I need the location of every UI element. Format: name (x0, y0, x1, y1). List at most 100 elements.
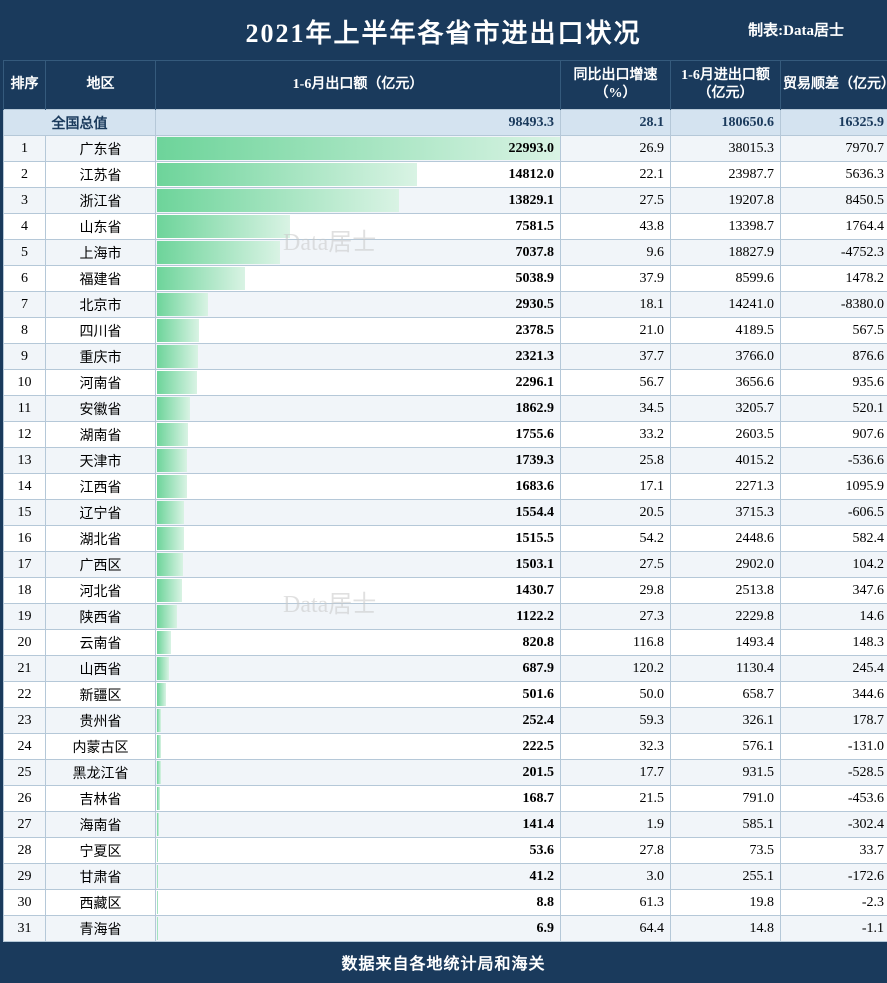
cell-region: 甘肃省 (46, 864, 156, 890)
cell-rank: 15 (4, 500, 46, 526)
cell-growth: 22.1 (561, 162, 671, 188)
cell-export: 1755.6 (156, 422, 561, 448)
export-bar (157, 683, 166, 706)
cell-growth: 21.0 (561, 318, 671, 344)
cell-total: 2603.5 (671, 422, 781, 448)
cell-export: 141.4 (156, 812, 561, 838)
cell-rank: 9 (4, 344, 46, 370)
cell-region: 海南省 (46, 812, 156, 838)
export-bar (157, 423, 188, 446)
cell-surplus: 1478.2 (781, 266, 887, 292)
cell-export: 2930.5 (156, 292, 561, 318)
export-bar (157, 605, 177, 628)
export-bar (157, 163, 417, 186)
cell-region: 四川省 (46, 318, 156, 344)
cell-surplus: -536.6 (781, 448, 887, 474)
table-row: 5上海市7037.89.618827.9-4752.3 (4, 240, 887, 266)
cell-total: 2271.3 (671, 474, 781, 500)
cell-export: 13829.1 (156, 188, 561, 214)
cell-region: 安徽省 (46, 396, 156, 422)
table-row: 12湖南省1755.633.22603.5907.6 (4, 422, 887, 448)
cell-region: 黑龙江省 (46, 760, 156, 786)
cell-growth: 9.6 (561, 240, 671, 266)
cell-surplus: 347.6 (781, 578, 887, 604)
cell-total: 2902.0 (671, 552, 781, 578)
cell-surplus: 935.6 (781, 370, 887, 396)
cell-region: 青海省 (46, 916, 156, 942)
cell-region: 西藏区 (46, 890, 156, 916)
cell-export: 1739.3 (156, 448, 561, 474)
cell-surplus: 5636.3 (781, 162, 887, 188)
cell-surplus: 344.6 (781, 682, 887, 708)
cell-export: 168.7 (156, 786, 561, 812)
table-row: 22新疆区501.650.0658.7344.6 (4, 682, 887, 708)
cell-rank: 28 (4, 838, 46, 864)
export-bar (157, 839, 158, 862)
export-bar (157, 579, 182, 602)
cell-region: 江西省 (46, 474, 156, 500)
table-row: 30西藏区8.861.319.8-2.3 (4, 890, 887, 916)
cell-region: 河北省 (46, 578, 156, 604)
export-bar (157, 631, 171, 654)
table-row: 8四川省2378.521.04189.5567.5 (4, 318, 887, 344)
cell-region: 江苏省 (46, 162, 156, 188)
cell-surplus: 178.7 (781, 708, 887, 734)
cell-region: 陕西省 (46, 604, 156, 630)
cell-total: 658.7 (671, 682, 781, 708)
cell-growth: 120.2 (561, 656, 671, 682)
cell-growth: 61.3 (561, 890, 671, 916)
cell-rank: 24 (4, 734, 46, 760)
cell-region: 浙江省 (46, 188, 156, 214)
cell-total: 326.1 (671, 708, 781, 734)
cell-growth: 29.8 (561, 578, 671, 604)
cell-rank: 13 (4, 448, 46, 474)
cell-surplus: 104.2 (781, 552, 887, 578)
cell-rank: 1 (4, 136, 46, 162)
table-row: 24内蒙古区222.532.3576.1-131.0 (4, 734, 887, 760)
table-row: 2江苏省14812.022.123987.75636.3 (4, 162, 887, 188)
cell-rank: 7 (4, 292, 46, 318)
cell-total: 18827.9 (671, 240, 781, 266)
export-bar (157, 527, 184, 550)
cell-export: 501.6 (156, 682, 561, 708)
cell-region: 福建省 (46, 266, 156, 292)
table-row: 28宁夏区53.627.873.533.7 (4, 838, 887, 864)
table-row: 19陕西省1122.227.32229.814.6 (4, 604, 887, 630)
table-row: 15辽宁省1554.420.53715.3-606.5 (4, 500, 887, 526)
cell-surplus: 907.6 (781, 422, 887, 448)
cell-rank: 16 (4, 526, 46, 552)
cell-rank: 3 (4, 188, 46, 214)
cell-surplus: 1764.4 (781, 214, 887, 240)
table-row: 31青海省6.964.414.8-1.1 (4, 916, 887, 942)
cell-region: 天津市 (46, 448, 156, 474)
cell-export: 7037.8 (156, 240, 561, 266)
cell-total: 19.8 (671, 890, 781, 916)
cell-surplus: -131.0 (781, 734, 887, 760)
cell-surplus: 582.4 (781, 526, 887, 552)
cell-surplus: 567.5 (781, 318, 887, 344)
cell-total: 585.1 (671, 812, 781, 838)
total-row: 全国总值98493.328.1180650.616325.9 (4, 110, 887, 136)
cell-growth: 56.7 (561, 370, 671, 396)
cell-total: 38015.3 (671, 136, 781, 162)
report-container: 2021年上半年各省市进出口状况 制表:Data居士 Data居士Data居士 … (0, 0, 887, 983)
cell-growth: 64.4 (561, 916, 671, 942)
cell-growth: 28.1 (561, 110, 671, 136)
cell-total: 791.0 (671, 786, 781, 812)
export-bar (157, 241, 280, 264)
cell-export: 14812.0 (156, 162, 561, 188)
col-growth-header: 同比出口增速（%） (561, 61, 671, 110)
cell-growth: 25.8 (561, 448, 671, 474)
export-bar (157, 137, 560, 160)
cell-total: 4015.2 (671, 448, 781, 474)
table-row: 1广东省22993.026.938015.37970.7 (4, 136, 887, 162)
cell-growth: 27.8 (561, 838, 671, 864)
table-row: 27海南省141.41.9585.1-302.4 (4, 812, 887, 838)
cell-surplus: 16325.9 (781, 110, 887, 136)
cell-surplus: -302.4 (781, 812, 887, 838)
table-row: 7北京市2930.518.114241.0-8380.0 (4, 292, 887, 318)
cell-growth: 27.5 (561, 188, 671, 214)
table-row: 21山西省687.9120.21130.4245.4 (4, 656, 887, 682)
cell-rank: 17 (4, 552, 46, 578)
export-bar (157, 709, 161, 732)
